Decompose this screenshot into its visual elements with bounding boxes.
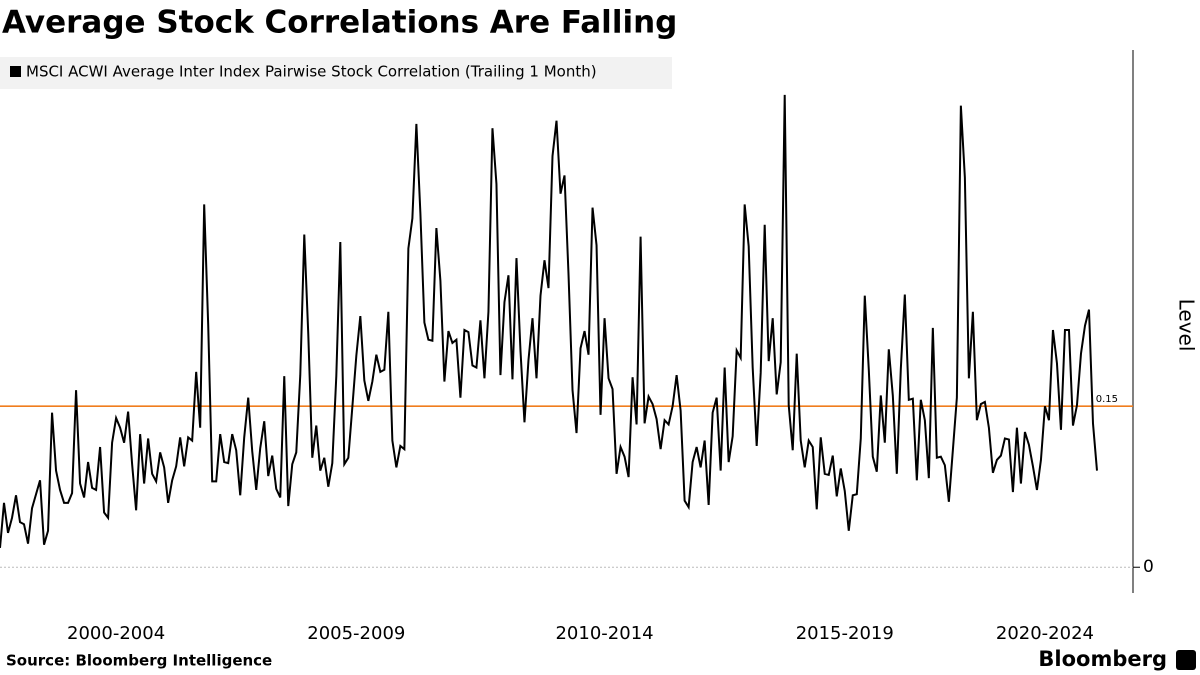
chart-title: Average Stock Correlations Are Falling <box>2 5 677 41</box>
x-tick-label: 2010-2014 <box>555 623 653 644</box>
reference-label: 0.15 <box>1096 394 1118 405</box>
brand-icon <box>1176 650 1196 670</box>
source: Source: Bloomberg Intelligence <box>6 652 272 670</box>
y-tick-label: 0 <box>1143 557 1154 577</box>
data-line <box>0 94 1098 549</box>
legend-swatch <box>10 66 21 77</box>
y-axis-label: Level <box>1175 299 1199 352</box>
legend-label: MSCI ACWI Average Inter Index Pairwise S… <box>26 63 597 81</box>
x-tick-label: 2020-2024 <box>996 623 1094 644</box>
legend-box <box>0 57 672 89</box>
brand: Bloomberg <box>1038 647 1167 671</box>
x-tick-label: 2005-2009 <box>307 623 405 644</box>
x-tick-label: 2015-2019 <box>796 623 894 644</box>
x-tick-label: 2000-2004 <box>67 623 165 644</box>
